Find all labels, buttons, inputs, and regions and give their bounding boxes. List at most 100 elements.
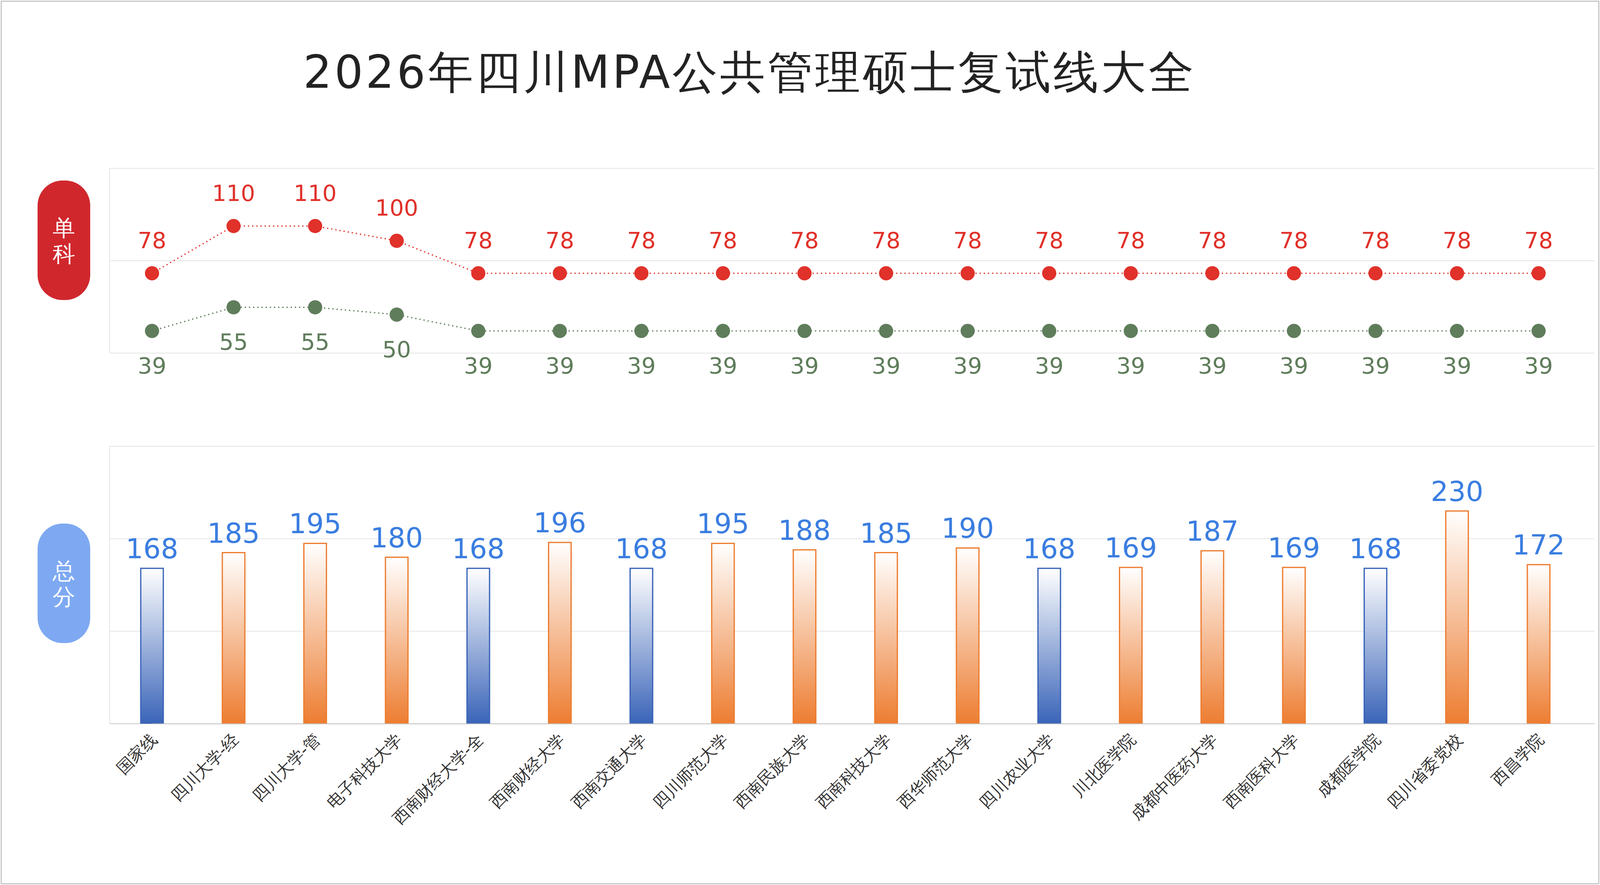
marker [1205, 266, 1220, 281]
data-label: 39 [1279, 352, 1309, 379]
data-label: 180 [370, 521, 424, 554]
marker [797, 323, 812, 338]
data-label: 78 [871, 227, 901, 254]
data-label: 39 [1442, 352, 1472, 379]
marker [144, 266, 160, 281]
marker [715, 266, 731, 281]
data-label: 190 [941, 512, 994, 545]
marker [1286, 323, 1301, 338]
data-label: 50 [382, 336, 412, 363]
y-axis [109, 446, 111, 724]
data-label: 55 [300, 328, 330, 355]
bar [711, 542, 735, 724]
panel-label: 单科 [52, 214, 76, 267]
bar [874, 552, 898, 724]
marker [552, 323, 567, 338]
marker [1368, 266, 1383, 281]
tick: 川北医学院 [1068, 723, 1140, 801]
data-label: 39 [464, 352, 493, 379]
bar [1445, 510, 1469, 724]
tick-label: 西南财经大学 [486, 729, 569, 812]
marker [879, 266, 894, 281]
data-label: 39 [790, 352, 820, 379]
panel-label: 总分 [52, 557, 76, 610]
data-label: 78 [1524, 227, 1554, 254]
tick: 四川农业大学 [975, 723, 1058, 812]
marker [797, 266, 812, 281]
data-label: 195 [696, 507, 750, 540]
bar [1364, 567, 1387, 724]
data-label: 168 [125, 532, 179, 565]
data-label: 100 [375, 194, 419, 221]
bar [304, 542, 327, 724]
data-label: 39 [953, 352, 983, 379]
tick-label: 西南科技大学 [812, 729, 895, 812]
tick: 西昌学院 [1488, 723, 1548, 789]
marker [1450, 266, 1465, 281]
data-label: 185 [207, 517, 260, 550]
marker [715, 323, 731, 338]
data-label: 188 [778, 514, 831, 547]
tick: 西南科技大学 [812, 723, 895, 812]
plot-marks [140, 510, 1550, 724]
tick-label: 西华师范大学 [894, 729, 977, 812]
marker [552, 266, 567, 281]
tick: 西南财经大学-全 [388, 723, 487, 828]
tick: 成都医学院 [1313, 723, 1385, 801]
marker [960, 323, 975, 338]
bar [1037, 567, 1061, 724]
title: 2026年四川MPA公共管理硕士复试线大全 [303, 45, 1197, 99]
data-labels: 1681851951801681961681951881851901681691… [125, 475, 1565, 565]
marker [1042, 323, 1057, 338]
panel-label-pill: 总分 [37, 523, 91, 643]
data-label: 39 [626, 352, 656, 379]
data-label: 169 [1267, 531, 1321, 564]
data-label: 195 [289, 507, 342, 540]
tick-label: 四川省委党校 [1383, 729, 1466, 812]
pill-background [37, 180, 91, 300]
data-label: 169 [1104, 531, 1158, 564]
tick-label: 四川大学-管 [248, 729, 325, 805]
grid-line [109, 445, 1595, 447]
data-label: 78 [1361, 227, 1390, 254]
tick-label: 西南交通大学 [567, 729, 650, 812]
bar [1201, 550, 1224, 724]
tick: 国家线 [112, 723, 161, 778]
data-label: 78 [953, 227, 983, 254]
data-label: 168 [1022, 532, 1076, 565]
tick: 四川省委党校 [1383, 723, 1466, 812]
marker [389, 307, 404, 322]
data-label: 78 [1034, 227, 1064, 254]
tick-label: 川北医学院 [1068, 729, 1140, 801]
data-label: 39 [137, 352, 167, 379]
marker [1123, 266, 1139, 281]
marker [634, 323, 649, 338]
marker [634, 266, 649, 281]
data-label: 78 [1442, 227, 1472, 254]
bar [630, 567, 653, 724]
x-axis: 国家线四川大学-经四川大学-管电子科技大学西南财经大学-全西南财经大学西南交通大… [112, 723, 1548, 828]
marker [1531, 323, 1546, 338]
tick: 四川大学-管 [248, 723, 325, 805]
marker [1531, 266, 1546, 281]
frame [1, 1, 1599, 884]
data-label: 39 [1197, 352, 1227, 379]
marker [879, 323, 894, 338]
tick: 西华师范大学 [894, 723, 977, 812]
data-label: 39 [1361, 352, 1390, 379]
bar [548, 542, 571, 724]
tick-label: 西昌学院 [1488, 729, 1548, 789]
data-label: 185 [859, 517, 913, 550]
marker [471, 266, 486, 281]
tick: 西南民族大学 [730, 723, 814, 812]
data-label: 230 [1430, 475, 1484, 508]
data-label: 39 [708, 352, 738, 379]
data-label: 78 [1279, 227, 1309, 254]
data-label: 39 [545, 352, 575, 379]
tick-label: 四川师范大学 [649, 729, 732, 812]
data-label: 55 [219, 328, 249, 355]
marker [960, 266, 975, 281]
tick: 西南财经大学 [486, 723, 569, 812]
marker [1286, 266, 1301, 281]
bar [956, 547, 979, 724]
